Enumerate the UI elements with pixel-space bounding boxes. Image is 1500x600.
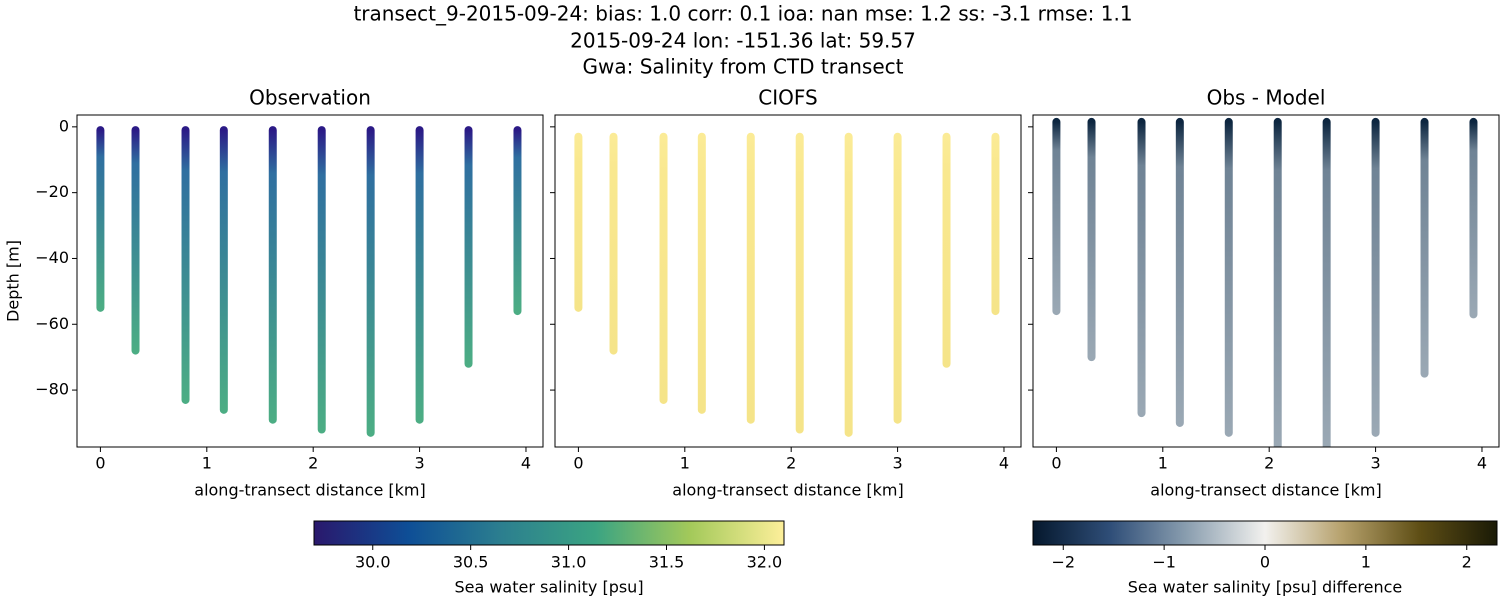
colorbar-tick-label: 31.0 (551, 553, 587, 572)
x-tick-label: 2 (786, 454, 796, 473)
x-axis-label: along-transect distance [km] (1150, 481, 1381, 500)
y-tick-label: −40 (35, 248, 69, 267)
x-tick-label: 0 (1051, 454, 1061, 473)
panel: CIOFS along-transect distance [km] 0 1 2 3 4 (550, 86, 1022, 500)
panel: Obs - Model along-transect distance [km] 0… (1028, 86, 1500, 500)
x-tick-label: 1 (202, 454, 212, 473)
x-tick-label: 3 (414, 454, 424, 473)
panel: Observation along-transect distance [km] 0… (35, 86, 544, 500)
colorbar-tick-label: −1 (1152, 553, 1176, 572)
axes-frame (554, 114, 1022, 448)
x-tick-label: 2 (308, 454, 318, 473)
x-tick-label: 0 (95, 454, 105, 473)
x-axis-label: along-transect distance [km] (672, 481, 903, 500)
x-tick-label: 3 (892, 454, 902, 473)
x-tick-label: 3 (1370, 454, 1380, 473)
y-tick-label: −60 (35, 314, 69, 333)
colorbar-label: Sea water salinity [psu] (454, 578, 643, 597)
y-tick-label: −80 (35, 380, 69, 399)
chart-title: 2015-09-24 lon: -151.36 lat: 59.57 (570, 29, 916, 53)
panel-title: Obs - Model (1207, 86, 1326, 110)
colorbar-tick-label: 30.0 (355, 553, 391, 572)
colorbar-tick-label: 30.5 (453, 553, 489, 572)
colorbar-tick-label: 2 (1462, 553, 1472, 572)
panel-title: CIOFS (758, 86, 817, 110)
colorbar-tick-label: 1 (1361, 553, 1371, 572)
x-tick-label: 1 (1158, 454, 1168, 473)
colorbar-tick-label: 32.0 (747, 553, 783, 572)
colorbar-tick-label: 31.5 (649, 553, 685, 572)
x-tick-label: 0 (573, 454, 583, 473)
axes-frame (76, 114, 544, 448)
colorbar (1032, 520, 1498, 546)
axes-frame (1032, 114, 1500, 448)
x-tick-label: 1 (680, 454, 690, 473)
y-tick-label: −20 (35, 182, 69, 201)
colorbar-tick-label: −2 (1051, 553, 1075, 572)
x-tick-label: 4 (521, 454, 531, 473)
x-tick-label: 4 (999, 454, 1009, 473)
colorbar (313, 520, 785, 546)
x-tick-label: 4 (1477, 454, 1487, 473)
chart-title: transect_9-2015-09-24: bias: 1.0 corr: 0… (353, 2, 1132, 26)
y-tick-label: 0 (59, 116, 69, 135)
colorbar-label: Sea water salinity [psu] difference (1128, 578, 1403, 597)
panel-title: Observation (249, 86, 371, 110)
chart-title: Gwa: Salinity from CTD transect (583, 55, 904, 79)
x-tick-label: 2 (1264, 454, 1274, 473)
y-axis-label: Depth [m] (4, 240, 23, 322)
colorbar-tick-label: 0 (1260, 553, 1270, 572)
x-axis-label: along-transect distance [km] (194, 481, 425, 500)
